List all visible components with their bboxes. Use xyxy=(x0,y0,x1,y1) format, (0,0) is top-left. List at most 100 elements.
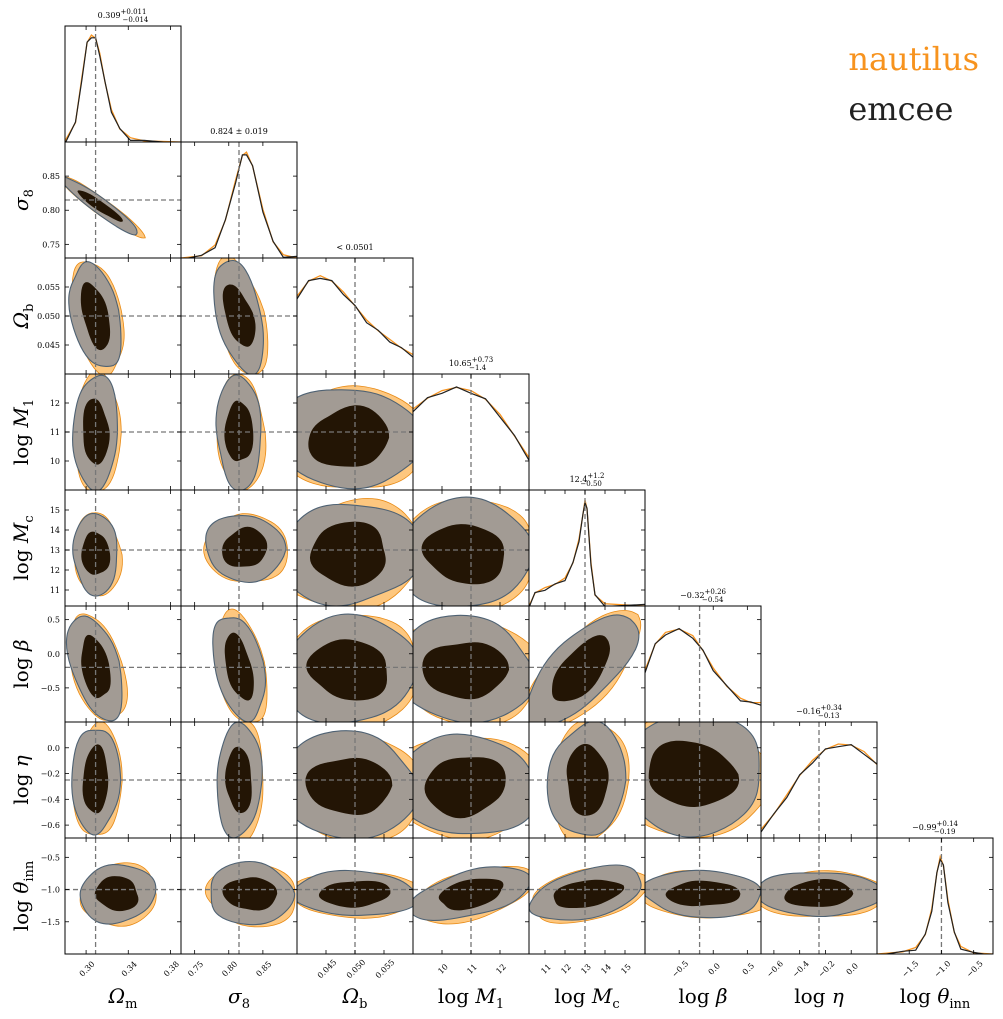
y-tick-label: −0.6 xyxy=(41,821,60,830)
x-tick-label: 0.055 xyxy=(374,958,397,981)
x-tick-label: 15 xyxy=(619,962,633,976)
x-tick-label: 0.0 xyxy=(707,961,722,976)
panel-0-0: 0.309+0.011 −0.014 xyxy=(64,8,182,143)
y-tick-label: 11 xyxy=(50,586,60,595)
contour-68 xyxy=(306,639,387,701)
contour-68 xyxy=(308,405,390,467)
pdf-line-emcee-7 xyxy=(882,857,988,954)
panel-6-3 xyxy=(412,721,530,839)
panel-4-0: 11 12 13 14 15 xyxy=(50,489,182,607)
y-tick-label: −1.0 xyxy=(41,886,60,895)
contour-68 xyxy=(665,880,741,907)
y-tick-label: 0.055 xyxy=(37,283,60,292)
x-tick-label: 0.30 xyxy=(78,960,97,979)
y-tick-label: 12 xyxy=(50,399,60,408)
x-tick-label: 0.050 xyxy=(345,958,368,981)
panel-6-4 xyxy=(528,721,646,839)
x-tick-label: −0.5 xyxy=(965,959,985,979)
y-tick-label: 0.80 xyxy=(42,206,60,215)
x-tick-label: 13 xyxy=(579,962,593,976)
y-tick-label: 0.0 xyxy=(47,650,60,659)
axis-label: log η xyxy=(9,755,33,805)
x-tick-label: 10 xyxy=(436,962,450,976)
y-tick-label: −0.5 xyxy=(41,853,60,862)
y-tick-label: −0.2 xyxy=(41,770,60,779)
panel-4-3 xyxy=(412,489,530,607)
panel-5-1 xyxy=(180,605,298,723)
x-tick-label: 0.85 xyxy=(254,960,273,979)
summary-5: −0.32+0.26 −0.54 xyxy=(680,588,727,604)
contour-68 xyxy=(421,524,505,585)
contour-68 xyxy=(309,521,386,587)
pdf-line-emcee-5 xyxy=(645,627,761,706)
panel-5-2 xyxy=(296,605,414,723)
y-tick-label: 10 xyxy=(50,457,60,466)
y-tick-label: 0.050 xyxy=(37,312,60,321)
y-tick-label: −1.5 xyxy=(41,918,60,927)
panel-7-7: −0.99+0.14 −0.19 −1.5 −1.0 −0.5 xyxy=(876,820,994,979)
y-tick-label: 15 xyxy=(50,506,60,515)
contour-68 xyxy=(784,878,854,907)
legend-entry-emcee: emcee xyxy=(848,90,954,128)
axis-label: Ωm xyxy=(108,984,138,1012)
legend-entry-nautilus: nautilus xyxy=(848,40,979,78)
contour-68 xyxy=(222,526,268,567)
y-tick-label: 11 xyxy=(50,428,60,437)
axis-label: Ωb xyxy=(9,304,37,330)
x-tick-label: 11 xyxy=(465,962,479,976)
contour-68 xyxy=(305,757,393,816)
y-tick-label: 0.0 xyxy=(47,744,60,753)
panel-4-1 xyxy=(180,489,298,607)
panel-6-6: −0.16+0.34 −0.13 xyxy=(760,704,878,839)
panel-2-0: 0.045 0.050 0.055 xyxy=(37,257,182,375)
contour-68 xyxy=(422,642,510,700)
contour-68 xyxy=(552,635,610,702)
pdf-line-nautilus-5 xyxy=(645,628,761,704)
y-tick-label: −0.4 xyxy=(41,795,60,804)
axis-label: σ8 xyxy=(9,189,37,211)
y-tick-label: 0.75 xyxy=(42,240,60,249)
panel-3-1 xyxy=(180,373,298,491)
pdf-line-emcee-0 xyxy=(65,37,170,142)
panel-7-4: 11 12 13 14 15 xyxy=(528,837,646,976)
x-tick-label: 12 xyxy=(494,962,508,976)
summary-0: 0.309+0.011 −0.014 xyxy=(98,8,149,24)
contour-68 xyxy=(81,531,111,575)
contour-68 xyxy=(424,757,506,819)
axis-label: log Mc xyxy=(9,515,37,580)
contour-68 xyxy=(77,190,123,222)
panel-2-1 xyxy=(180,257,298,375)
x-tick-label: 11 xyxy=(539,962,553,976)
contour-68 xyxy=(94,876,139,912)
contour-68 xyxy=(222,877,278,911)
summary-2: < 0.0501 xyxy=(336,243,373,252)
axis-label: log β xyxy=(678,984,727,1008)
panel-7-2: 0.045 0.050 0.055 xyxy=(296,837,414,981)
summary-6: −0.16+0.34 −0.13 xyxy=(796,704,843,720)
panel-7-6: −0.6 −0.4 −0.2 0.0 xyxy=(760,837,878,979)
panel-5-5: −0.32+0.26 −0.54 xyxy=(644,588,762,723)
x-tick-label: −0.4 xyxy=(791,959,811,979)
panel-5-3 xyxy=(412,605,530,723)
panel-7-5: −0.5 0.0 0.5 xyxy=(644,837,762,979)
panel-6-0: −0.6 −0.4 −0.2 0.0 xyxy=(41,721,182,839)
y-tick-label: 0.045 xyxy=(37,341,60,350)
x-tick-label: 0.75 xyxy=(186,960,205,979)
x-tick-label: −0.6 xyxy=(765,959,785,979)
summary-1: 0.824 ± 0.019 xyxy=(210,127,268,136)
x-tick-label: −0.5 xyxy=(670,959,690,979)
panel-5-4 xyxy=(528,605,646,723)
axis-label: log η xyxy=(794,984,844,1008)
panel-3-0: 10 11 12 xyxy=(50,373,182,491)
axis-label: Ωb xyxy=(342,984,368,1012)
axis-label: log M1 xyxy=(9,399,37,465)
axis-label: σ8 xyxy=(228,984,250,1012)
axis-label: log M1 xyxy=(438,984,504,1012)
panel-1-0: 0.75 0.80 0.85 xyxy=(42,141,182,259)
x-tick-label: 0.045 xyxy=(316,958,339,981)
contour-68 xyxy=(83,398,110,465)
summary-7: −0.99+0.14 −0.19 xyxy=(912,820,959,836)
panel-7-1: 0.75 0.80 0.85 xyxy=(180,837,298,979)
summary-4: 12.4+1.2 −0.50 xyxy=(570,472,605,488)
